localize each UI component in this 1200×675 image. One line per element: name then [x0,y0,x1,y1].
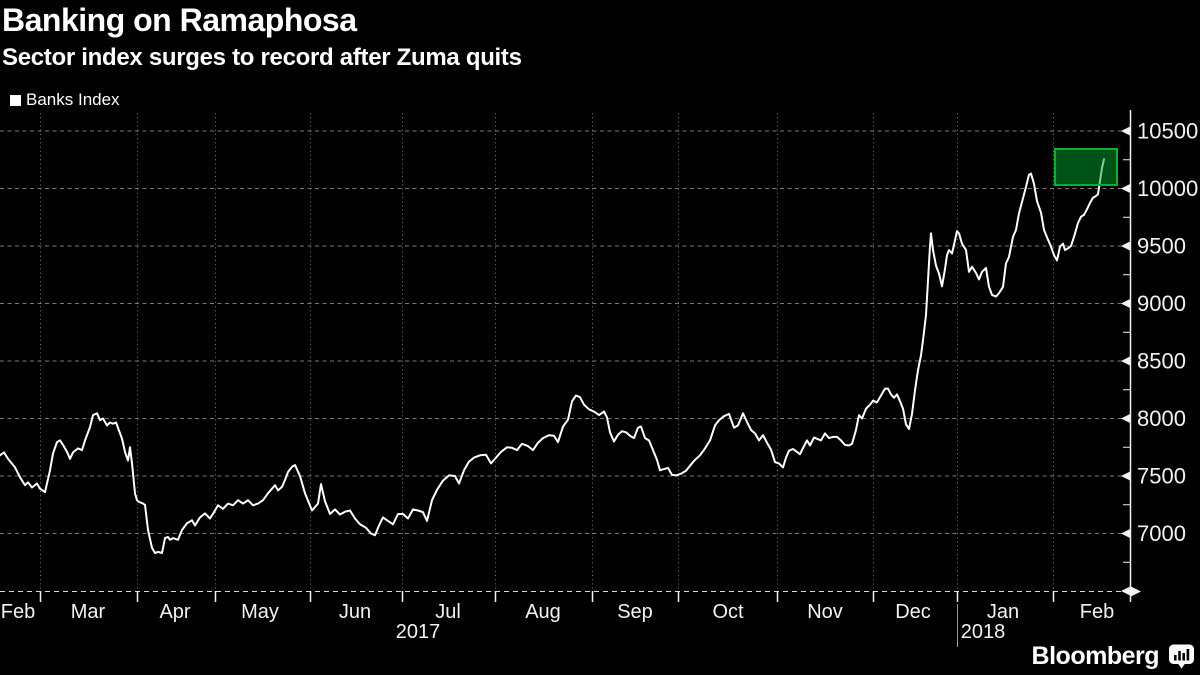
y-axis-bottom-arrow [1121,586,1130,596]
y-axis-tick-arrow [1121,529,1130,538]
legend: Banks Index [10,90,120,110]
y-axis-tick-arrow [1121,356,1130,366]
x-axis-month-label: Aug [525,601,561,623]
x-axis-month-label: Feb [1,601,35,623]
x-axis-month-label: Dec [895,601,931,623]
x-axis-month-label: Jan [987,601,1019,623]
x-axis-month-label: Mar [71,601,106,623]
y-axis-tick-arrow [1121,241,1130,251]
x-axis-month-label: Apr [159,601,190,623]
record-high-annotation-box [1054,148,1118,186]
legend-label: Banks Index [26,90,120,109]
y-axis-tick-label: 10500 [1137,119,1198,144]
x-axis-month-label: Jun [339,601,371,623]
banks-index-line [0,158,1105,554]
y-axis-tick-label: 8000 [1137,406,1186,431]
y-axis-tick-label: 8500 [1137,349,1186,374]
y-axis-tick-label: 10000 [1137,176,1198,201]
y-axis-tick-label: 7500 [1137,464,1186,489]
legend-swatch-icon [10,94,21,106]
bloomberg-logo: Bloomberg [1032,642,1195,671]
x-axis-month-label: Sep [617,601,653,623]
x-axis-arrow [1131,586,1141,597]
x-axis-month-label: Oct [712,601,744,623]
bloomberg-chart-bubble-icon [1169,644,1194,669]
x-axis-year-label-2017: 2017 [395,621,441,643]
y-axis-tick-label: 7000 [1137,521,1186,546]
x-axis-month-label: May [241,601,279,623]
page-title: Banking on Ramaphosa [2,2,357,38]
y-axis-tick-label: 9500 [1137,234,1186,259]
page-subtitle: Sector index surges to record after Zuma… [2,44,522,71]
y-axis-tick-arrow [1121,414,1130,423]
y-axis-tick-arrow [1121,126,1130,136]
y-axis-tick-arrow [1121,471,1130,481]
y-axis-tick-arrow [1121,299,1130,308]
x-axis-month-label: Nov [807,601,843,623]
y-axis-tick-label: 9000 [1137,291,1186,316]
bloomberg-logo-text: Bloomberg [1031,642,1160,670]
x-axis-year-label-2018: 2018 [960,621,1006,643]
x-axis-month-label: Feb [1080,601,1114,623]
y-axis-tick-arrow [1121,184,1130,193]
x-axis-month-label: Jul [435,601,461,623]
